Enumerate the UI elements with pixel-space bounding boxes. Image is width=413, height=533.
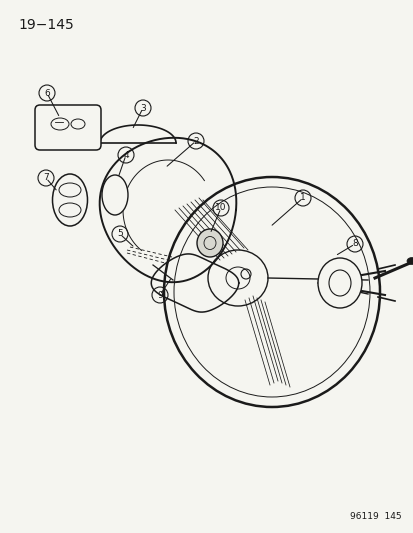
Text: 6: 6 — [44, 88, 50, 98]
Text: 19−145: 19−145 — [18, 18, 74, 32]
Text: 8: 8 — [351, 239, 357, 248]
Text: 1: 1 — [299, 193, 305, 203]
Text: 9: 9 — [157, 290, 162, 300]
Ellipse shape — [406, 257, 413, 264]
FancyBboxPatch shape — [35, 105, 101, 150]
Text: 7: 7 — [43, 174, 49, 182]
Text: 3: 3 — [140, 103, 145, 112]
Ellipse shape — [197, 229, 223, 257]
Text: 4: 4 — [123, 150, 128, 159]
Text: 96119  145: 96119 145 — [349, 512, 401, 521]
Ellipse shape — [317, 258, 361, 308]
Text: 10: 10 — [215, 204, 226, 213]
Text: 5: 5 — [117, 230, 123, 238]
Ellipse shape — [102, 175, 128, 215]
Ellipse shape — [52, 174, 87, 226]
Text: 2: 2 — [193, 136, 198, 146]
